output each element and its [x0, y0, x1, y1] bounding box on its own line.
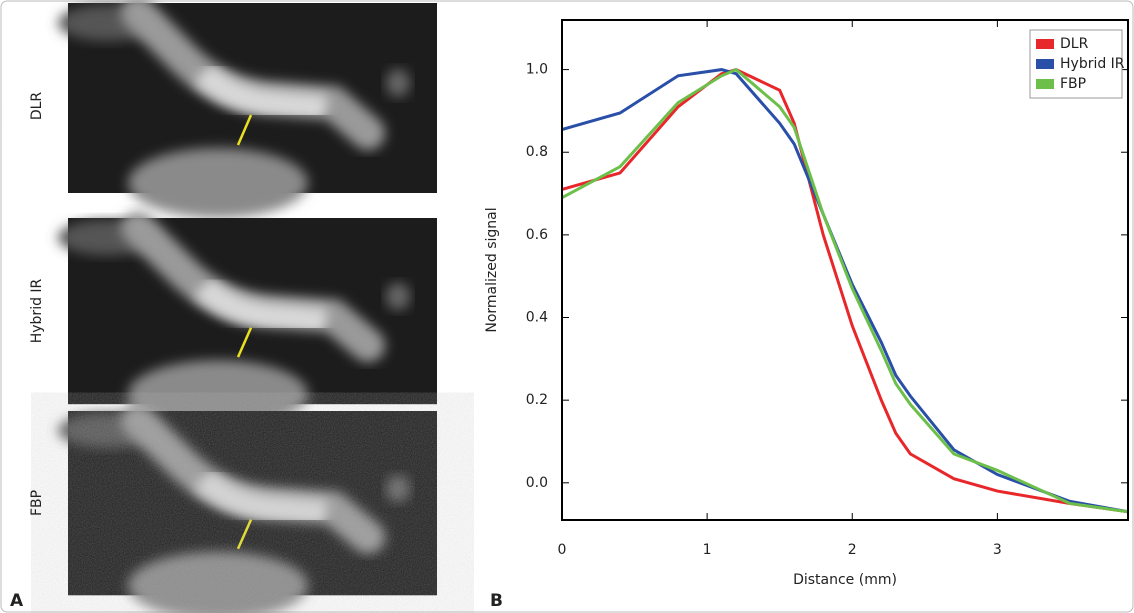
ct-image [58, 218, 437, 429]
image-label: Hybrid IR [29, 278, 45, 343]
y-tick-label: 0.0 [526, 475, 548, 491]
image-label: DLR [29, 92, 45, 121]
x-tick-label: 0 [558, 542, 567, 558]
x-tick-label: 2 [848, 542, 857, 558]
y-tick-label: 0.2 [526, 392, 548, 408]
y-tick-label: 0.6 [526, 227, 548, 243]
x-tick-label: 3 [993, 542, 1002, 558]
panel-label: A [10, 591, 24, 611]
ct-image [58, 411, 437, 613]
panel-label: B [490, 591, 503, 611]
x-tick-label: 1 [703, 542, 712, 558]
y-tick-label: 0.4 [526, 310, 548, 326]
x-axis-label: Distance (mm) [793, 572, 897, 588]
plot-frame [561, 19, 1129, 521]
legend-swatch [1036, 79, 1054, 89]
y-axis-label: Normalized signal [484, 207, 500, 332]
chart: 0.0 0.2 0.4 0.6 0.8 1.0 0 1 2 3 Distance (mm) Norma… [484, 19, 1129, 588]
legend-label: Hybrid IR [1060, 56, 1125, 72]
image-label: FBP [29, 490, 45, 516]
y-tick-label: 0.8 [526, 144, 548, 160]
legend-label: DLR [1060, 36, 1089, 52]
legend-label: FBP [1060, 76, 1086, 92]
ct-image [58, 3, 437, 218]
line [561, 67, 1129, 514]
legend-swatch [1036, 59, 1054, 69]
y-tick-label: 1.0 [526, 62, 548, 78]
legend-swatch [1036, 39, 1054, 49]
